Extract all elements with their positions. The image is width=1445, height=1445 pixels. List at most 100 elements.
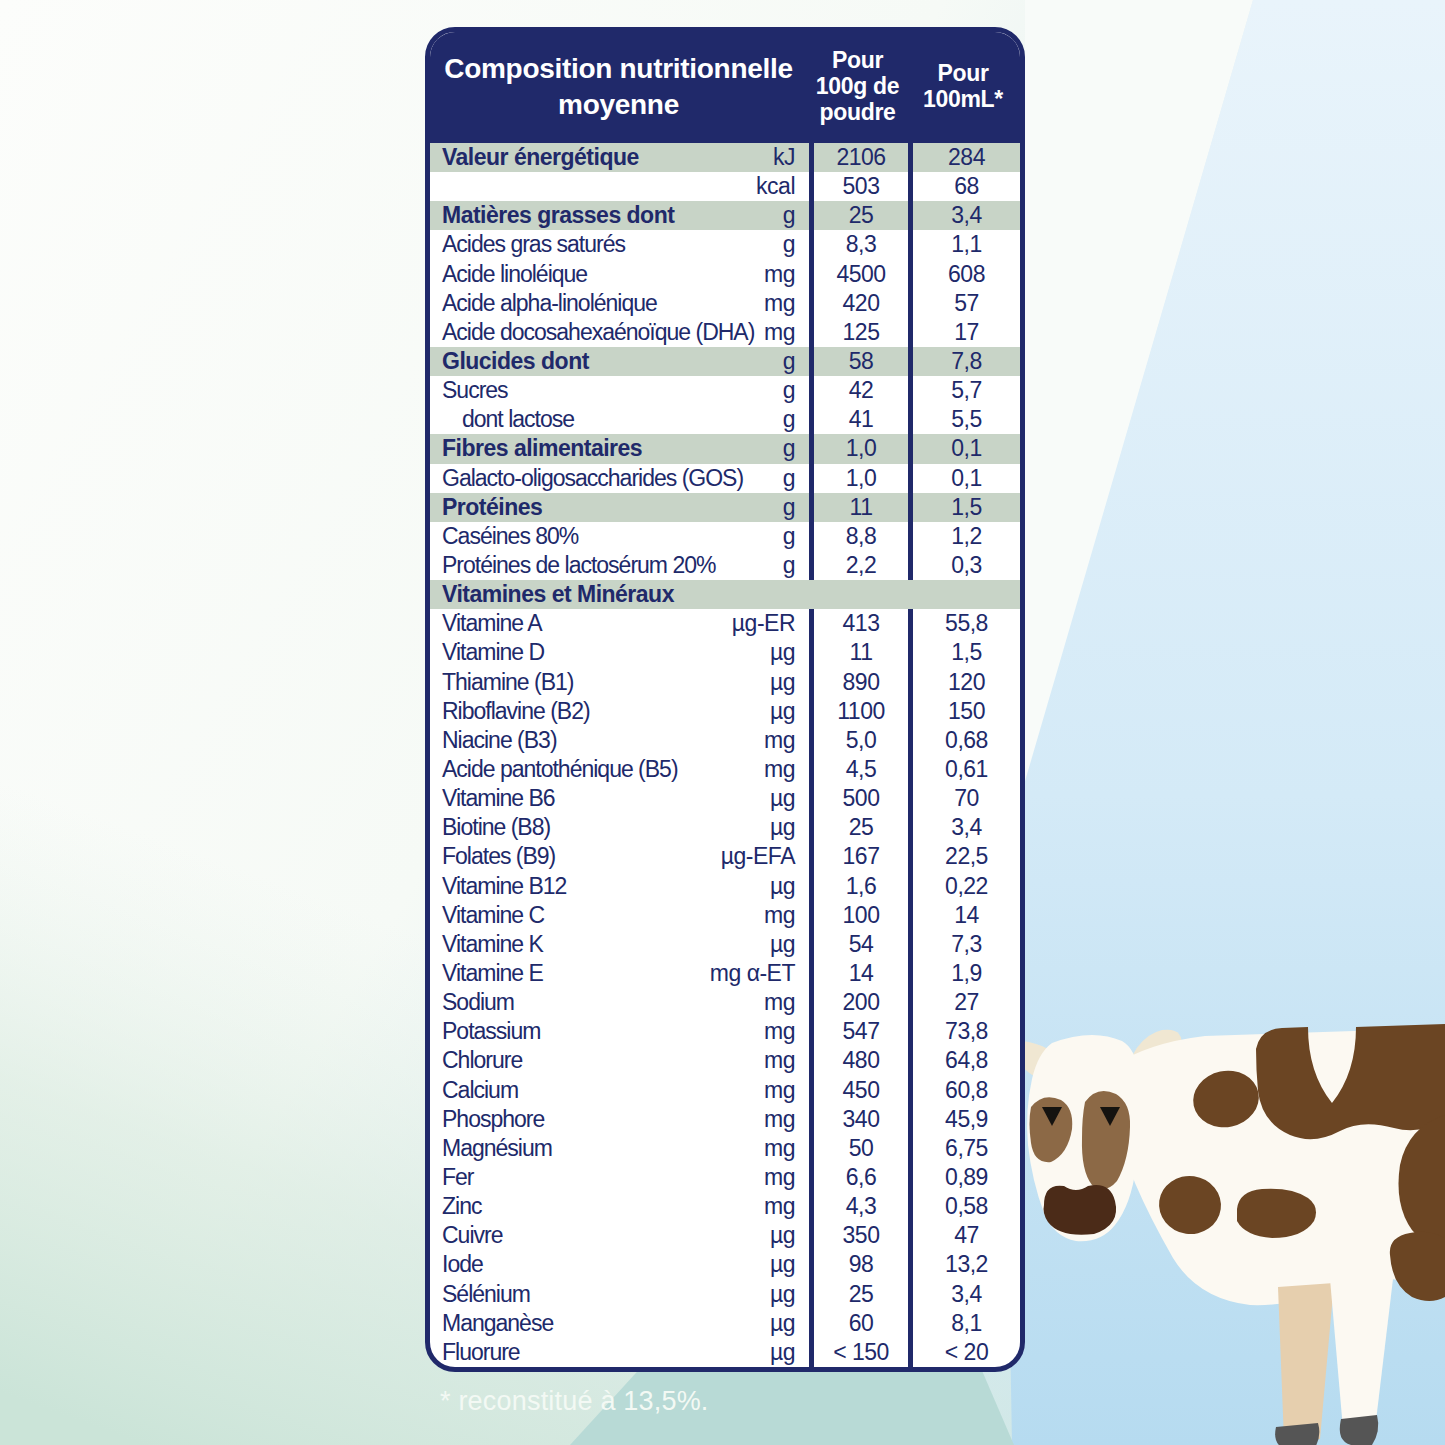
table-row: Sodiummg20027 — [430, 988, 1020, 1017]
row-label: Vitamines et Minéraux — [430, 580, 1020, 609]
row-label: Acide docosahexaénoïque (DHA) — [430, 318, 738, 347]
row-value-100ml: 55,8 — [908, 609, 1020, 638]
table-row: Folates (B9)µg-EFA16722,5 — [430, 842, 1020, 871]
row-value-100ml: 68 — [908, 172, 1020, 201]
row-value-100ml: 0,58 — [908, 1192, 1020, 1221]
table-row: Acide linoléiquemg4500608 — [430, 260, 1020, 289]
row-value-100g: 5,0 — [809, 726, 908, 755]
row-unit: mg — [738, 1105, 809, 1134]
row-unit: g — [738, 522, 809, 551]
table-row: Caséines 80%g8,81,2 — [430, 522, 1020, 551]
row-value-100g: 50 — [809, 1134, 908, 1163]
row-label: Vitamine B12 — [430, 872, 738, 901]
table-row: Thiamine (B1)µg890120 — [430, 668, 1020, 697]
table-row: Acide alpha-linoléniquemg42057 — [430, 289, 1020, 318]
table-row: Matières grasses dontg253,4 — [430, 201, 1020, 230]
row-unit: µg — [738, 784, 809, 813]
row-unit: mg — [738, 289, 809, 318]
row-label: Caséines 80% — [430, 522, 738, 551]
table-row: dont lactoseg415,5 — [430, 405, 1020, 434]
table-row: Calciummg45060,8 — [430, 1076, 1020, 1105]
row-value-100ml: 8,1 — [908, 1309, 1020, 1338]
row-value-100g: 547 — [809, 1017, 908, 1046]
row-value-100ml: 5,7 — [908, 376, 1020, 405]
column-header-100g: Pour 100g de poudre — [808, 48, 907, 125]
row-value-100ml: 3,4 — [908, 201, 1020, 230]
table-row: kcal50368 — [430, 172, 1020, 201]
row-unit: g — [738, 230, 809, 259]
table-row: Protéinesg111,5 — [430, 493, 1020, 522]
row-label: Potassium — [430, 1017, 738, 1046]
row-label: Glucides dont — [430, 347, 738, 376]
cow-spot-d — [1390, 1232, 1445, 1301]
table-section-row: Vitamines et Minéraux — [430, 580, 1020, 609]
row-value-100ml: 608 — [908, 260, 1020, 289]
table-row: Riboflavine (B2)µg1100150 — [430, 697, 1020, 726]
cow-hoof-front — [1340, 1415, 1378, 1445]
row-label: Calcium — [430, 1076, 738, 1105]
table-row: Acide docosahexaénoïque (DHA)mg12517 — [430, 318, 1020, 347]
row-value-100g: 125 — [809, 318, 908, 347]
row-value-100g: 25 — [809, 1279, 908, 1308]
table-row: Fluorureµg< 150< 20 — [430, 1338, 1020, 1367]
row-value-100ml: 0,61 — [908, 755, 1020, 784]
row-value-100g: < 150 — [809, 1338, 908, 1367]
row-value-100g: 890 — [809, 668, 908, 697]
table-row: Phosphoremg34045,9 — [430, 1105, 1020, 1134]
row-value-100ml: 60,8 — [908, 1076, 1020, 1105]
row-label — [430, 172, 738, 201]
row-value-100g: 1100 — [809, 697, 908, 726]
row-value-100g: 1,6 — [809, 872, 908, 901]
row-value-100ml: 1,5 — [908, 493, 1020, 522]
row-value-100ml: 73,8 — [908, 1017, 1020, 1046]
table-row: Niacine (B3)mg5,00,68 — [430, 726, 1020, 755]
row-value-100ml: 7,8 — [908, 347, 1020, 376]
row-value-100g: 4,5 — [809, 755, 908, 784]
cow-muzzle — [1044, 1185, 1117, 1235]
row-value-100ml: 64,8 — [908, 1046, 1020, 1075]
row-unit: mg — [738, 1163, 809, 1192]
cow-hoof-back — [1275, 1423, 1319, 1445]
row-value-100g: 98 — [809, 1250, 908, 1279]
table-row: Galacto-oligosaccharides (GOS)g1,00,1 — [430, 464, 1020, 493]
row-unit: µg — [738, 1279, 809, 1308]
row-value-100g: 14 — [809, 959, 908, 988]
table-row: Zincmg4,30,58 — [430, 1192, 1020, 1221]
row-label: Vitamine D — [430, 638, 738, 667]
row-unit: mg — [738, 755, 809, 784]
row-value-100g: 6,6 — [809, 1163, 908, 1192]
table-row: Vitamine Aµg-ER41355,8 — [430, 609, 1020, 638]
row-value-100g: 11 — [809, 638, 908, 667]
table-row: Protéines de lactosérum 20%g2,20,3 — [430, 551, 1020, 580]
row-value-100g: 2106 — [809, 143, 908, 172]
row-label: Vitamine C — [430, 901, 738, 930]
row-unit: g — [738, 434, 809, 463]
row-unit: g — [738, 464, 809, 493]
row-label: Cuivre — [430, 1221, 738, 1250]
table-body: Valeur énergétiquekJ2106284kcal50368Mati… — [430, 143, 1020, 1367]
row-value-100ml: 6,75 — [908, 1134, 1020, 1163]
row-label: Acides gras saturés — [430, 230, 738, 259]
row-label: Thiamine (B1) — [430, 668, 738, 697]
row-label: Valeur énergétique — [430, 143, 738, 172]
row-value-100ml: 17 — [908, 318, 1020, 347]
row-label: Vitamine E — [430, 959, 738, 988]
row-unit: mg — [738, 1134, 809, 1163]
row-unit: µg — [738, 668, 809, 697]
row-label: dont lactose — [430, 405, 738, 434]
row-unit: g — [738, 347, 809, 376]
row-label: Vitamine B6 — [430, 784, 738, 813]
row-value-100g: 8,8 — [809, 522, 908, 551]
row-value-100ml: < 20 — [908, 1338, 1020, 1367]
row-value-100g: 41 — [809, 405, 908, 434]
row-value-100g: 200 — [809, 988, 908, 1017]
row-label: Sucres — [430, 376, 738, 405]
table-row: Vitamine Emg α-ET141,9 — [430, 959, 1020, 988]
row-value-100g: 42 — [809, 376, 908, 405]
row-label: Riboflavine (B2) — [430, 697, 738, 726]
row-unit: µg — [738, 1309, 809, 1338]
table-row: Potassiummg54773,8 — [430, 1017, 1020, 1046]
column-header-100ml: Pour 100mL* — [907, 61, 1019, 113]
row-value-100ml: 13,2 — [908, 1250, 1020, 1279]
row-value-100ml: 1,5 — [908, 638, 1020, 667]
